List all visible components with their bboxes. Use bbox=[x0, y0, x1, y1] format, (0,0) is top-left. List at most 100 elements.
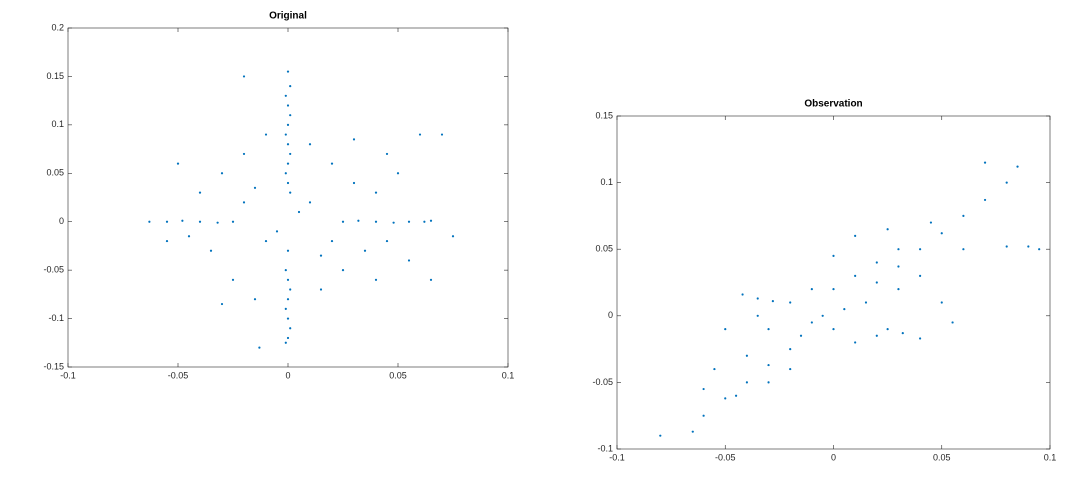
point bbox=[951, 321, 954, 324]
point bbox=[289, 85, 292, 88]
y-tick-label: -0.05 bbox=[592, 377, 613, 387]
point bbox=[789, 367, 792, 371]
point bbox=[242, 75, 246, 78]
point bbox=[789, 301, 792, 304]
point bbox=[286, 298, 290, 301]
point bbox=[231, 220, 235, 223]
point bbox=[284, 172, 287, 175]
point bbox=[374, 191, 378, 194]
y-tick-label: 0.1 bbox=[600, 177, 613, 187]
point bbox=[220, 172, 224, 175]
y-tick-label: -0.15 bbox=[43, 361, 64, 371]
point bbox=[1027, 245, 1030, 248]
point bbox=[286, 123, 290, 126]
y-tick-label: 0.15 bbox=[46, 71, 64, 81]
point bbox=[919, 248, 922, 251]
point bbox=[289, 114, 292, 117]
point bbox=[983, 198, 987, 202]
point bbox=[940, 232, 943, 235]
point bbox=[242, 152, 246, 156]
point bbox=[284, 341, 287, 344]
point bbox=[264, 239, 268, 243]
point bbox=[741, 293, 744, 296]
point bbox=[341, 220, 345, 223]
point bbox=[319, 254, 323, 257]
point bbox=[407, 220, 411, 223]
point bbox=[231, 278, 235, 281]
point bbox=[286, 336, 290, 340]
point bbox=[1016, 165, 1019, 168]
point bbox=[771, 300, 774, 303]
point bbox=[767, 328, 770, 331]
y-tick-label: -0.05 bbox=[43, 265, 64, 275]
point bbox=[286, 278, 290, 281]
point bbox=[258, 346, 261, 349]
point bbox=[297, 210, 301, 214]
point bbox=[724, 397, 727, 400]
point bbox=[702, 387, 705, 391]
point bbox=[423, 220, 426, 223]
chart-title: Original bbox=[269, 11, 307, 22]
point bbox=[148, 220, 151, 223]
point bbox=[396, 172, 400, 175]
point bbox=[919, 274, 922, 277]
point bbox=[286, 317, 290, 320]
point bbox=[767, 363, 770, 367]
point bbox=[363, 249, 367, 252]
point bbox=[875, 281, 878, 284]
point bbox=[308, 143, 312, 146]
point bbox=[897, 265, 900, 268]
point bbox=[289, 327, 292, 330]
point bbox=[253, 298, 257, 301]
point bbox=[875, 261, 878, 264]
point bbox=[756, 297, 759, 300]
point bbox=[864, 301, 868, 304]
point bbox=[440, 133, 444, 136]
x-tick-label: 0.1 bbox=[502, 370, 515, 380]
y-tick-label: -0.1 bbox=[597, 443, 613, 453]
point bbox=[176, 162, 180, 165]
chart-title: Observation bbox=[804, 99, 862, 110]
point bbox=[264, 133, 268, 136]
point bbox=[286, 143, 290, 146]
point bbox=[962, 214, 965, 217]
point bbox=[929, 221, 933, 224]
point bbox=[284, 133, 287, 136]
point bbox=[734, 394, 738, 397]
point bbox=[832, 254, 835, 257]
point bbox=[220, 302, 224, 306]
point bbox=[407, 259, 411, 262]
point bbox=[286, 70, 290, 73]
point bbox=[286, 162, 290, 165]
point bbox=[691, 430, 694, 433]
point bbox=[165, 239, 169, 243]
point bbox=[374, 278, 378, 281]
plot-area bbox=[67, 27, 509, 368]
point bbox=[187, 235, 191, 238]
point bbox=[897, 248, 900, 251]
point bbox=[745, 381, 749, 384]
point bbox=[789, 348, 792, 351]
point bbox=[216, 221, 219, 224]
point bbox=[962, 248, 965, 251]
point bbox=[284, 307, 287, 310]
x-tick-label: -0.1 bbox=[609, 452, 625, 462]
point bbox=[352, 138, 356, 141]
y-tick-label: 0.1 bbox=[51, 119, 64, 129]
y-tick-label: 0.05 bbox=[595, 244, 613, 254]
y-tick-label: 0 bbox=[608, 310, 613, 320]
point bbox=[198, 191, 202, 194]
plot-area bbox=[616, 115, 1051, 450]
point bbox=[275, 230, 279, 233]
point bbox=[724, 328, 727, 331]
point bbox=[286, 181, 290, 185]
point bbox=[901, 332, 904, 335]
point bbox=[392, 221, 395, 224]
point bbox=[289, 152, 292, 156]
point bbox=[854, 234, 857, 237]
point bbox=[843, 308, 846, 311]
point bbox=[832, 328, 835, 331]
point bbox=[289, 288, 292, 291]
y-tick-label: 0.2 bbox=[51, 22, 64, 32]
point bbox=[330, 162, 334, 165]
